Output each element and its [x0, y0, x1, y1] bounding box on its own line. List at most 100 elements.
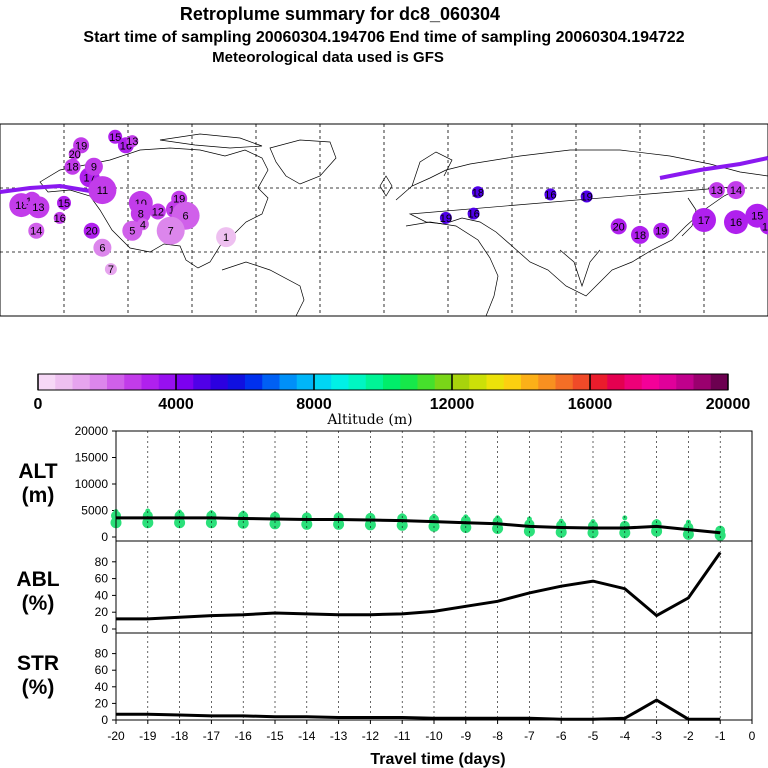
plume-marker-day: 8: [138, 209, 144, 221]
x-tick-label: -18: [171, 729, 189, 743]
alt-cluster-dot: [396, 519, 408, 531]
x-tick-label: -12: [362, 729, 380, 743]
y-tick-label: 80: [95, 647, 109, 661]
colorbar-cell: [55, 374, 73, 390]
plume-marker-day: 13: [711, 185, 723, 197]
plume-marker: 16: [544, 188, 557, 201]
colorbar-cell: [434, 374, 453, 390]
colorbar-tick-label: 20000: [706, 396, 751, 413]
colorbar-cell: [417, 374, 436, 390]
x-tick-label: -17: [203, 729, 221, 743]
plume-marker-dot: [64, 158, 81, 175]
plume-marker-dot: [439, 211, 452, 224]
plume-marker: 18: [631, 225, 649, 244]
abl-title: ABL: [16, 568, 59, 591]
plume-marker-day: 19: [655, 226, 667, 238]
x-tick-label: -14: [298, 729, 316, 743]
x-tick-label: -13: [330, 729, 348, 743]
plume-marker-dot: [53, 211, 66, 224]
plume-marker-day: 15: [58, 198, 70, 210]
plume-marker: 19: [439, 211, 452, 225]
trajectory-east: [659, 156, 768, 180]
plume-marker-day: 14: [30, 226, 42, 238]
y-tick-label: 20000: [75, 424, 109, 438]
abl-line: [116, 551, 722, 621]
plume-marker-dot: [126, 135, 139, 148]
plume-marker: 7: [156, 216, 185, 245]
plume-marker-day: 16: [730, 217, 742, 229]
sampling-times: Start time of sampling 20060304.194706 E…: [83, 29, 684, 46]
y-tick-label: 5000: [81, 504, 108, 518]
plume-marker: 7: [104, 263, 117, 276]
x-tick-label: -2: [683, 729, 694, 743]
alt-line: [116, 516, 721, 535]
plume-marker-dot: [760, 218, 768, 235]
x-tick-label: -4: [619, 729, 630, 743]
colorbar-cells: [38, 374, 729, 390]
y-tick-label: 60: [95, 663, 109, 677]
plume-marker: 20: [83, 222, 100, 239]
plume-marker-day: 12: [152, 207, 164, 219]
x-tick-label: -3: [651, 729, 662, 743]
map-markers: 1812131419201817911151613108121319675614…: [9, 129, 768, 276]
met-data-note: Meteorological data used is GFS: [212, 49, 444, 66]
colorbar-cell: [693, 374, 712, 390]
plume-marker: 4: [136, 218, 149, 231]
plume-marker: 14: [727, 181, 745, 200]
plume-marker: 19: [653, 222, 670, 239]
colorbar-cell: [72, 374, 91, 390]
x-axis-ticks: -20 -19 -18 -17 -16 -15 -14 -13 -12 -11 -10 -9 -8 -7-…: [107, 720, 756, 743]
plume-marker-day: 9: [91, 162, 97, 174]
plume-marker-dot: [610, 218, 627, 235]
plume-marker: 16: [53, 211, 66, 225]
abl-panel: ABL (%) 80 60 40 20 0: [16, 551, 722, 636]
colorbar-cell: [262, 374, 280, 390]
colorbar-label: Altitude (m): [326, 412, 412, 428]
plume-marker: 8: [130, 203, 151, 224]
alt-cluster-dot: [301, 518, 313, 530]
alt-yaxis: 20000 15000 10000 5000 0: [75, 424, 116, 544]
colorbar-cell: [296, 374, 315, 390]
plume-marker-day: 11: [97, 185, 108, 197]
y-tick-label: 20: [95, 605, 109, 619]
plume-marker-dot: [544, 188, 557, 201]
uk-outline: [379, 175, 393, 197]
alt-particle-clusters: [110, 508, 726, 541]
plume-marker-day: 13: [32, 202, 44, 214]
alt-cluster-dot: [269, 518, 281, 530]
plume-marker-day: 13: [126, 136, 138, 148]
x-tick-label: -20: [107, 729, 125, 743]
plume-marker-dot: [130, 203, 151, 224]
plume-marker-dot: [216, 227, 237, 248]
plume-marker-dot: [708, 182, 725, 199]
plume-marker-day: 20: [613, 221, 625, 233]
str-line: [116, 698, 721, 721]
x-tick-label: -5: [588, 729, 599, 743]
plume-marker-dot: [27, 196, 50, 219]
plume-marker-dot: [84, 157, 103, 176]
plume-marker: 6: [93, 238, 112, 257]
plume-marker-dot: [149, 203, 166, 220]
x-tick-label: -11: [394, 729, 411, 743]
plume-marker: 16: [724, 210, 748, 235]
plume-marker-day: 18: [634, 230, 646, 242]
colorbar-cell: [89, 374, 108, 390]
south-america-outline: [221, 261, 305, 317]
y-tick-label: 0: [101, 530, 108, 544]
colorbar-cell: [590, 374, 608, 390]
vertical-gridlines: [147, 431, 721, 720]
colorbar-cell: [124, 374, 142, 390]
plume-marker-day: 18: [66, 162, 78, 174]
north-america-outline: [39, 147, 269, 269]
plume-marker: 18: [64, 158, 81, 175]
plume-marker-day: 5: [129, 226, 135, 238]
x-tick-label: -19: [139, 729, 157, 743]
plume-marker-dot: [724, 210, 748, 235]
plume-marker-day: 16: [467, 209, 479, 221]
plume-marker-dot: [136, 218, 149, 231]
colorbar-cell: [400, 374, 418, 390]
trajectory-west: [0, 183, 97, 194]
colorbar-cell: [503, 374, 522, 390]
colorbar-cell: [676, 374, 694, 390]
y-tick-label: 60: [95, 572, 109, 586]
